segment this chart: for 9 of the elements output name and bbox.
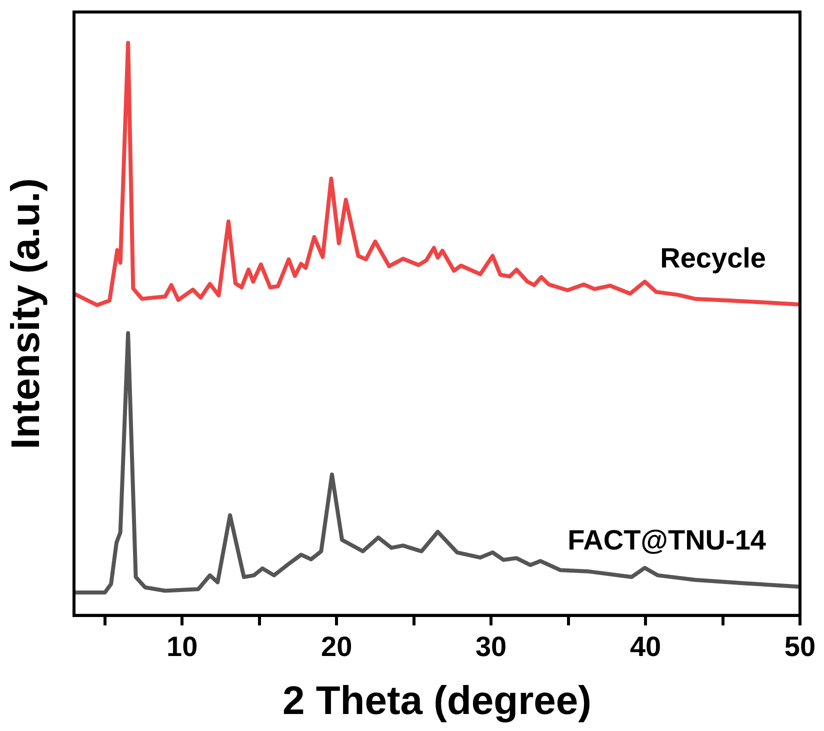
x-tick-label: 50: [784, 630, 816, 662]
series-label: FACT@TNU-14: [568, 524, 766, 556]
x-tick-label: 40: [630, 630, 662, 662]
y-axis-title: Intensity (a.u.): [4, 178, 48, 450]
x-axis-title: 2 Theta (degree): [282, 679, 592, 724]
x-tick-label: 30: [475, 630, 507, 662]
x-tick-label: 10: [166, 630, 198, 662]
series-label: Recycle: [660, 242, 766, 274]
x-tick-label: 20: [321, 630, 352, 662]
